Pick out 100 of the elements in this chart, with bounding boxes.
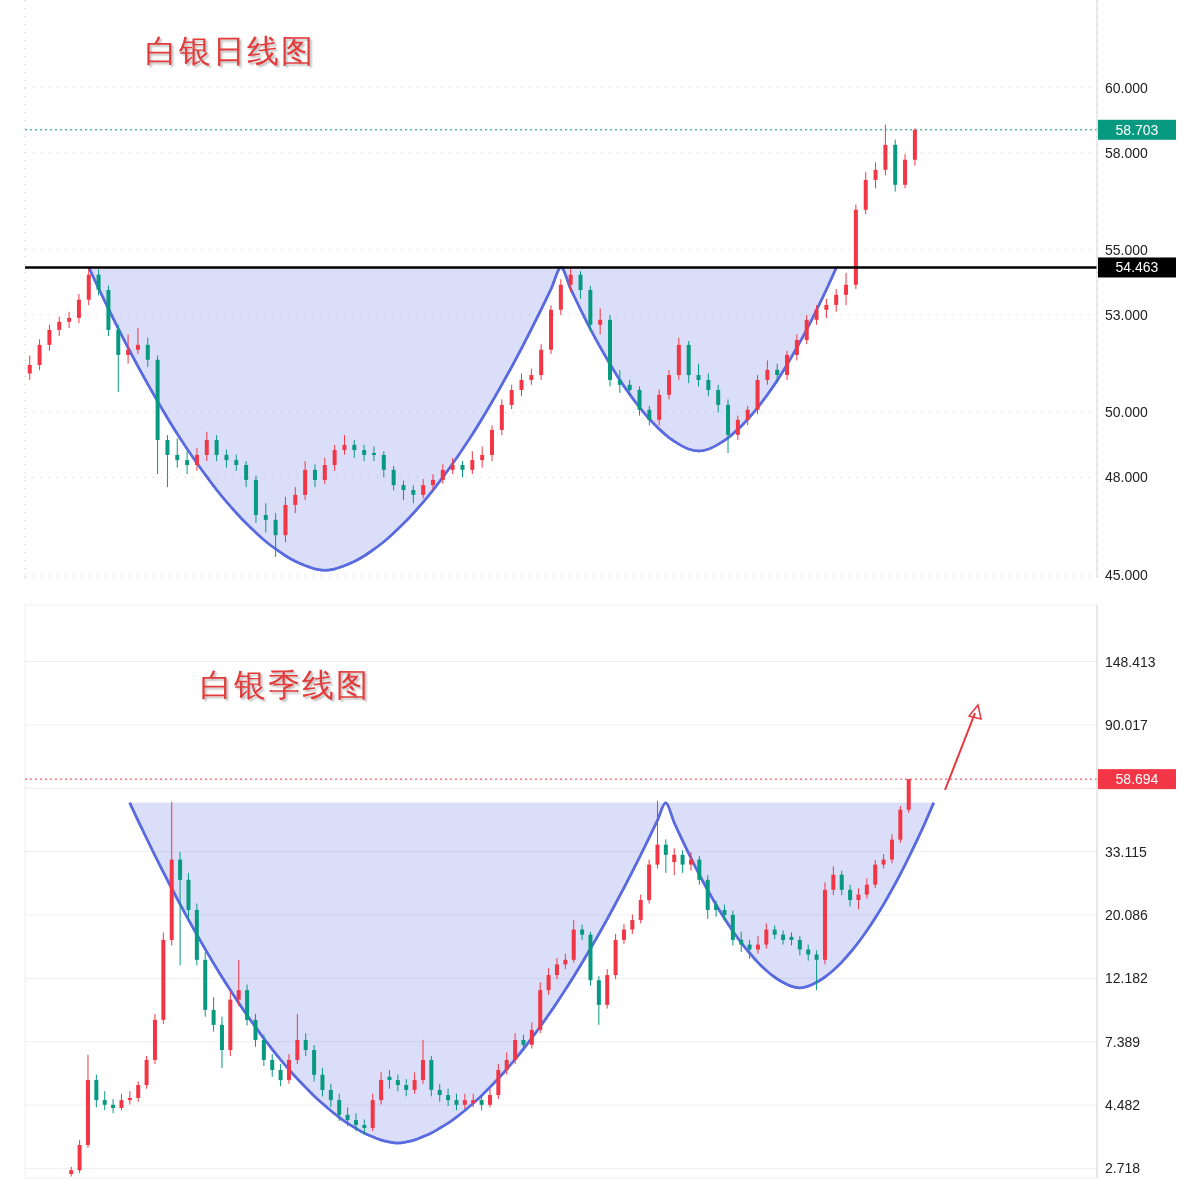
candlestick	[253, 1013, 258, 1048]
y-tick-label: 4.482	[1105, 1097, 1141, 1114]
y-tick-label: 33.115	[1105, 843, 1147, 860]
candlestick	[775, 363, 780, 384]
candlestick	[529, 1021, 534, 1050]
candlestick	[513, 1032, 518, 1065]
candlestick	[696, 363, 701, 387]
candlestick	[57, 316, 62, 337]
candlestick	[430, 473, 435, 491]
candlestick	[286, 1053, 291, 1085]
candlestick	[804, 314, 809, 345]
candlestick	[873, 859, 878, 889]
candlestick	[420, 1039, 425, 1085]
text: 白银季线图	[200, 666, 370, 705]
candlestick	[839, 870, 844, 896]
candlestick	[714, 900, 719, 918]
candlestick	[337, 1093, 342, 1122]
candlestick	[295, 1013, 300, 1065]
candlestick	[546, 967, 551, 996]
candlestick	[270, 1053, 275, 1078]
ref-line-label: 58.703	[1115, 121, 1159, 138]
candlestick	[381, 450, 386, 478]
candlestick	[680, 849, 685, 874]
candlestick	[135, 327, 140, 355]
y-tick-label: 7.389	[1105, 1033, 1141, 1050]
candlestick	[814, 949, 819, 991]
candlestick	[145, 337, 150, 368]
candlestick	[214, 434, 219, 462]
y-tick-label: 58.000	[1105, 144, 1149, 161]
candlestick	[303, 1032, 308, 1057]
candlestick	[735, 415, 740, 441]
y-tick-label: 45.000	[1105, 566, 1149, 583]
candlestick	[765, 359, 770, 386]
candlestick	[848, 884, 853, 907]
candlestick	[824, 298, 829, 319]
candlestick	[236, 959, 241, 1007]
y-tick-label: 20.086	[1105, 906, 1149, 923]
candlestick	[94, 1074, 99, 1108]
candlestick	[96, 269, 101, 296]
candlestick	[67, 311, 72, 329]
candlestick	[688, 851, 693, 872]
candlestick	[638, 894, 643, 924]
candlestick	[580, 924, 585, 941]
candlestick	[519, 372, 524, 397]
candlestick	[745, 405, 750, 426]
candlestick	[667, 369, 672, 400]
candlestick	[630, 913, 635, 935]
candlestick	[37, 338, 42, 371]
candlestick	[617, 369, 622, 394]
candlestick	[47, 324, 52, 352]
candlestick	[261, 1034, 266, 1067]
candlestick	[194, 447, 199, 472]
candlestick	[797, 935, 802, 956]
candlestick	[856, 887, 861, 910]
candlestick	[293, 486, 298, 514]
candlestick	[568, 267, 573, 293]
candlestick	[412, 1071, 417, 1095]
candlestick	[278, 1063, 283, 1087]
candlestick	[844, 272, 849, 306]
candlestick	[834, 288, 839, 313]
candlestick	[421, 478, 426, 499]
candlestick	[781, 929, 786, 946]
y-tick-label: 12.182	[1105, 970, 1149, 987]
candlestick	[342, 434, 347, 456]
candlestick	[831, 865, 836, 896]
candlestick	[111, 1098, 116, 1114]
candlestick	[785, 350, 790, 381]
candlestick	[379, 1071, 384, 1106]
candlestick	[136, 1080, 141, 1103]
candlestick	[621, 923, 626, 945]
candlestick	[401, 480, 406, 501]
candlestick	[312, 463, 317, 488]
candlestick	[509, 384, 514, 410]
y-tick-label: 148.413	[1105, 653, 1156, 670]
candlestick	[655, 800, 660, 869]
candlestick	[697, 855, 702, 886]
candlestick	[353, 1112, 358, 1132]
candlestick	[470, 450, 475, 475]
candlestick	[244, 460, 249, 488]
ref-line-label: 54.463	[1115, 259, 1159, 276]
y-tick-label: 2.718	[1105, 1160, 1141, 1177]
candlestick	[647, 405, 652, 426]
candlestick	[362, 444, 367, 462]
y-tick-label: 90.017	[1105, 716, 1149, 733]
candlestick	[175, 437, 180, 469]
candlestick	[102, 1090, 107, 1111]
candlestick	[371, 445, 376, 462]
candlestick	[739, 931, 744, 953]
candlestick	[889, 833, 894, 864]
candlestick	[178, 851, 183, 966]
candlestick	[273, 512, 278, 558]
candlestick	[328, 1083, 333, 1108]
candlestick	[480, 445, 485, 469]
y-tick-label: 53.000	[1105, 306, 1149, 323]
candlestick	[263, 502, 268, 534]
candlestick	[637, 385, 642, 417]
y-tick-label: 60.000	[1105, 79, 1149, 96]
candlestick	[598, 307, 603, 335]
candlestick	[345, 1106, 350, 1127]
candlestick	[27, 355, 32, 381]
